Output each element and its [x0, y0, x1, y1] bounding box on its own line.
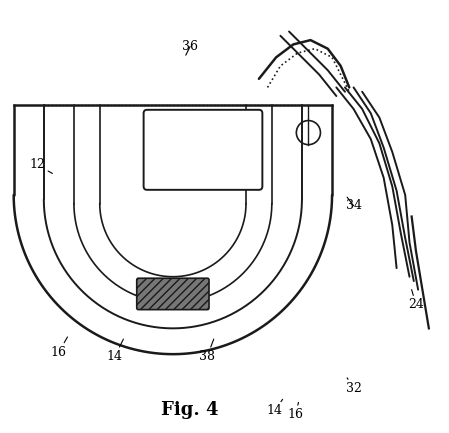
Text: 16: 16 — [287, 402, 304, 421]
Text: 14: 14 — [107, 339, 123, 363]
FancyBboxPatch shape — [137, 278, 209, 310]
Text: 32: 32 — [346, 378, 361, 395]
Text: 34: 34 — [346, 197, 361, 212]
Text: 24: 24 — [408, 290, 424, 311]
Text: Fig. 4: Fig. 4 — [161, 401, 219, 419]
FancyBboxPatch shape — [144, 110, 262, 190]
Text: 16: 16 — [51, 337, 67, 359]
Text: 14: 14 — [266, 399, 282, 417]
Text: 38: 38 — [199, 339, 215, 363]
Text: 36: 36 — [182, 40, 198, 55]
Text: 12: 12 — [30, 158, 53, 174]
